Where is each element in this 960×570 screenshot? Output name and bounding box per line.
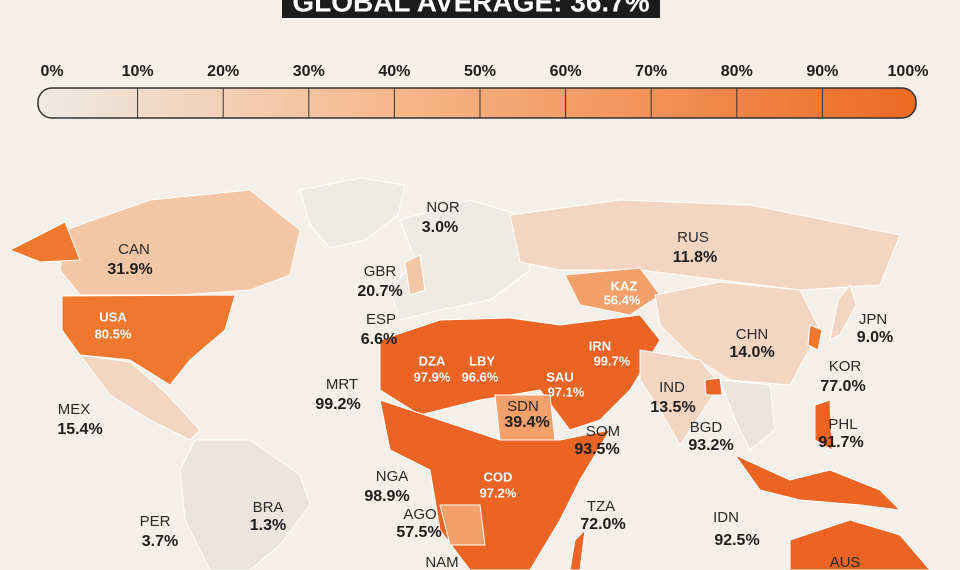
country-code: SOM bbox=[586, 423, 620, 440]
country-code: CAN bbox=[118, 241, 150, 258]
country-code: NGA bbox=[376, 468, 409, 485]
country-code: ESP bbox=[366, 311, 396, 328]
country-code: SAU bbox=[546, 369, 573, 384]
scale-label: 0% bbox=[40, 63, 63, 80]
korea bbox=[807, 324, 823, 351]
country-code: IRN bbox=[589, 338, 611, 353]
country-value: 96.6% bbox=[462, 369, 499, 384]
banner-text: GLOBAL AVERAGE: 36.7% bbox=[292, 0, 649, 17]
japan bbox=[829, 283, 857, 341]
scale: 0% 10% 20% 30% 40% 50% 60% 70% 80% 90% 100% bbox=[37, 63, 929, 119]
country-value: 93.5% bbox=[574, 441, 619, 458]
country-value: 14.0% bbox=[729, 344, 774, 361]
south-america bbox=[179, 439, 311, 570]
country-code: CHN bbox=[736, 326, 769, 343]
country-value: 99.7% bbox=[594, 353, 631, 368]
southeast-asia bbox=[719, 379, 776, 451]
india bbox=[639, 349, 721, 446]
country-value: 57.5% bbox=[396, 524, 441, 541]
scale-label: 60% bbox=[550, 63, 582, 80]
country-code: NOR bbox=[426, 199, 460, 216]
country-code: AUS bbox=[830, 554, 861, 570]
scale-label: 10% bbox=[122, 63, 154, 80]
country-code: PER bbox=[140, 513, 171, 530]
country-code: NAM bbox=[425, 554, 458, 570]
country-value: 39.4% bbox=[504, 414, 549, 431]
country-value: 97.9% bbox=[414, 369, 451, 384]
country-code: IDN bbox=[713, 509, 739, 526]
country-code: JPN bbox=[859, 311, 887, 328]
greenland bbox=[299, 177, 406, 249]
country-code: MRT bbox=[326, 376, 358, 393]
africa bbox=[379, 399, 612, 570]
country-value: 98.9% bbox=[364, 488, 409, 505]
country-value: 97.2% bbox=[480, 485, 517, 500]
scale-label: 30% bbox=[293, 63, 325, 80]
country-value: 15.4% bbox=[57, 421, 102, 438]
canada bbox=[59, 189, 301, 296]
country-value: 92.5% bbox=[714, 532, 759, 549]
usa bbox=[61, 294, 236, 386]
kazakhstan bbox=[564, 267, 661, 316]
scale-label: 50% bbox=[464, 63, 496, 80]
angola bbox=[439, 504, 486, 546]
indonesia bbox=[733, 453, 902, 511]
country-value: 3.7% bbox=[142, 533, 178, 550]
country-code: LBY bbox=[469, 353, 495, 368]
country-code: USA bbox=[99, 309, 127, 324]
bangladesh bbox=[704, 377, 723, 396]
country-value: 6.6% bbox=[361, 331, 397, 348]
country-value: 91.7% bbox=[818, 434, 863, 451]
country-value: 13.5% bbox=[650, 399, 695, 416]
country-code: PHL bbox=[828, 416, 857, 433]
country-value: 77.0% bbox=[820, 378, 865, 395]
scale-label: 70% bbox=[635, 63, 667, 80]
country-value: 11.8% bbox=[673, 249, 717, 266]
country-code: KOR bbox=[829, 358, 862, 375]
country-code: MEX bbox=[58, 401, 91, 418]
country-code: BGD bbox=[690, 419, 723, 436]
country-value: 9.0% bbox=[857, 329, 893, 346]
country-code: COD bbox=[484, 469, 513, 484]
scale-label: 100% bbox=[888, 63, 929, 80]
scale-label: 40% bbox=[378, 63, 410, 80]
country-value: 20.7% bbox=[357, 283, 402, 300]
scale-label: 80% bbox=[721, 63, 753, 80]
country-value: 56.4% bbox=[604, 292, 641, 307]
philippines bbox=[814, 399, 833, 451]
country-code: RUS bbox=[677, 229, 709, 246]
country-code: TZA bbox=[587, 498, 615, 515]
alaska bbox=[8, 221, 81, 263]
country-value: 72.0% bbox=[580, 516, 625, 533]
country-value: 3.0% bbox=[422, 219, 458, 236]
country-value: 31.9% bbox=[107, 261, 152, 278]
mexico bbox=[78, 354, 201, 441]
country-code: DZA bbox=[419, 353, 446, 368]
country-code: KAZ bbox=[611, 278, 638, 293]
country-code: BRA bbox=[253, 499, 284, 516]
country-value: 80.5% bbox=[95, 326, 132, 341]
uk bbox=[404, 254, 426, 296]
china bbox=[654, 281, 821, 386]
scale-bar bbox=[37, 87, 917, 119]
country-value: 1.3% bbox=[250, 517, 286, 534]
country-value: 99.2% bbox=[315, 396, 360, 413]
australia bbox=[789, 519, 931, 570]
country-code: SDN bbox=[507, 398, 539, 415]
banner-box bbox=[282, 0, 660, 18]
country-value: 97.1% bbox=[548, 384, 585, 399]
country-code: IND bbox=[659, 379, 685, 396]
country-value: 93.2% bbox=[688, 437, 733, 454]
scale-label: 20% bbox=[207, 63, 239, 80]
map bbox=[8, 177, 931, 570]
scale-label: 90% bbox=[806, 63, 838, 80]
north-africa-mideast bbox=[379, 314, 661, 431]
country-code: GBR bbox=[364, 263, 397, 280]
madagascar bbox=[569, 528, 586, 570]
country-code: AGO bbox=[403, 506, 436, 523]
